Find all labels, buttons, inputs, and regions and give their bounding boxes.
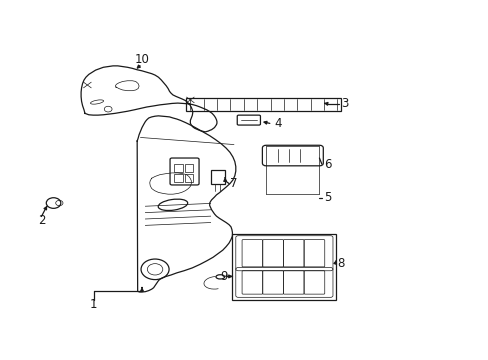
Text: 10: 10	[134, 53, 149, 66]
Text: 6: 6	[323, 158, 331, 171]
Bar	[186, 99, 341, 111]
Text: 1: 1	[90, 298, 97, 311]
Bar	[174, 164, 182, 172]
Bar	[184, 174, 193, 182]
Text: 2: 2	[38, 214, 45, 227]
Text: 7: 7	[230, 177, 237, 190]
Text: 3: 3	[341, 97, 348, 110]
Text: 9: 9	[220, 270, 227, 283]
Bar	[210, 170, 224, 184]
Text: 4: 4	[274, 117, 282, 130]
Text: 8: 8	[337, 257, 344, 270]
Text: 5: 5	[324, 191, 331, 204]
Bar	[174, 174, 182, 182]
Bar	[232, 234, 336, 300]
Bar	[184, 164, 193, 172]
